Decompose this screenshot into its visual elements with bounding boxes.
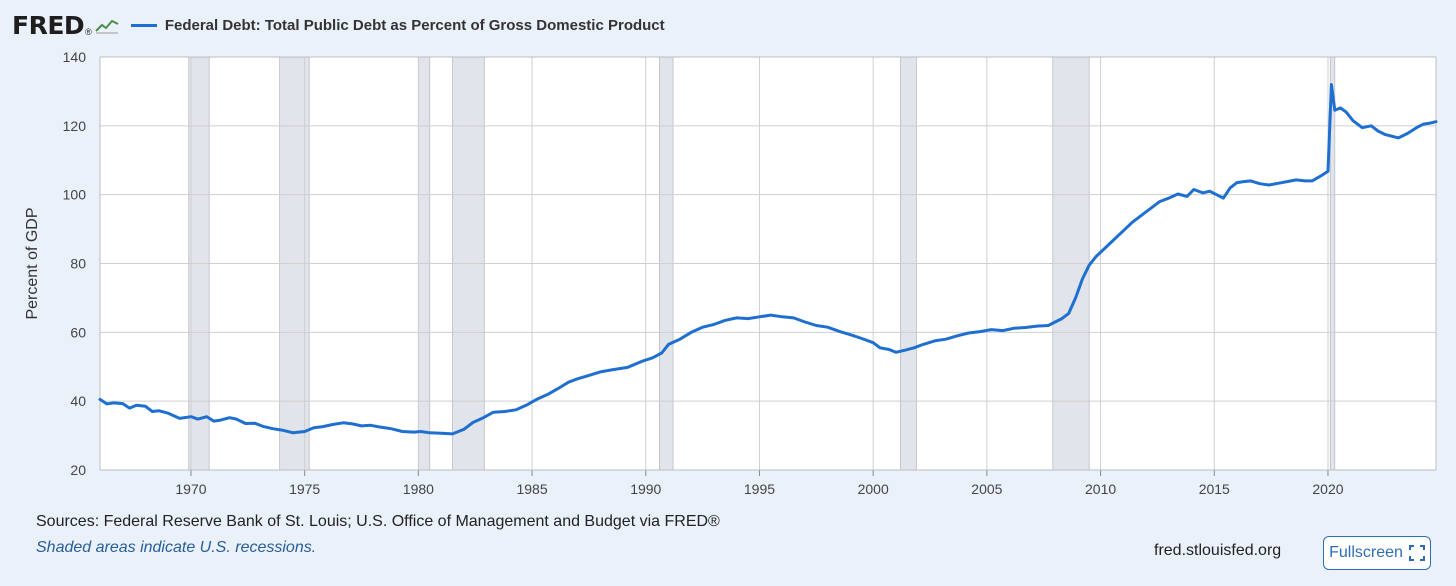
y-tick-label: 60 (70, 324, 86, 340)
chart-legend: Federal Debt: Total Public Debt as Perce… (130, 16, 665, 34)
y-tick-label: 40 (70, 393, 86, 409)
x-tick-label: 2000 (858, 481, 889, 497)
x-tick-label: 1990 (630, 481, 661, 497)
x-tick-label: 1980 (403, 481, 434, 497)
registered-mark: ® (85, 27, 92, 37)
y-tick-label: 20 (70, 462, 86, 478)
x-tick-label: 1985 (516, 481, 547, 497)
y-tick-label: 100 (63, 187, 87, 203)
sources-text: Sources: Federal Reserve Bank of St. Lou… (36, 513, 720, 530)
line-chart-icon (95, 19, 119, 34)
y-axis-label: Percent of GDP (24, 207, 41, 319)
x-tick-label: 2005 (971, 481, 1002, 497)
x-tick-label: 2010 (1085, 481, 1116, 497)
site-url[interactable]: fred.stlouisfed.org (1154, 542, 1282, 559)
chart-header: FRED ® Federal Debt: Total Public Debt a… (12, 10, 665, 40)
x-tick-label: 2015 (1199, 481, 1230, 497)
legend-swatch (130, 23, 157, 27)
y-tick-label: 80 (70, 256, 86, 272)
fullscreen-button[interactable]: Fullscreen (1323, 536, 1431, 570)
series-line (98, 83, 1438, 436)
x-tick-label: 1970 (175, 481, 206, 497)
expand-icon (1408, 545, 1425, 561)
y-tick-label: 140 (63, 49, 87, 65)
x-tick-label: 1995 (744, 481, 775, 497)
legend-label: Federal Debt: Total Public Debt as Perce… (164, 16, 665, 34)
fullscreen-label: Fullscreen (1329, 544, 1403, 561)
x-tick-label: 1975 (289, 481, 320, 497)
x-tick-label: 2020 (1312, 481, 1343, 497)
fred-logo-text: FRED (12, 10, 85, 40)
y-tick-label: 120 (63, 118, 87, 134)
fred-logo[interactable]: FRED ® (12, 11, 119, 40)
plot-border (99, 56, 1437, 471)
recession-note: Shaded areas indicate U.S. recessions. (36, 539, 317, 556)
